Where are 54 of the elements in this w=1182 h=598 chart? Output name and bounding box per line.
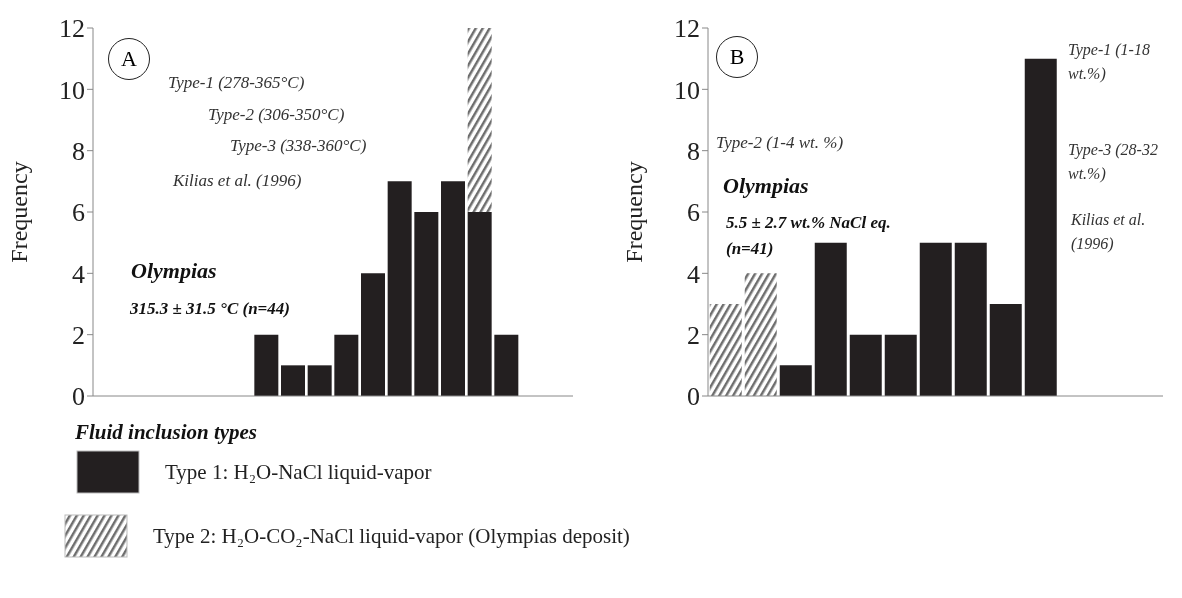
bar [361, 273, 385, 396]
y-tick-label: 4 [72, 259, 85, 289]
annotation: A [108, 38, 150, 80]
legend-label: Type 1: H₂O-NaCl liquid-vapor [165, 459, 432, 485]
y-tick-label: 6 [687, 198, 700, 228]
annotation: Kilias et al. (1996) [173, 170, 303, 192]
y-tick-label: 10 [59, 75, 85, 105]
annotation: Olympias [723, 173, 810, 199]
bar [1024, 58, 1057, 396]
bar [954, 242, 987, 396]
y-tick-label: 6 [72, 198, 85, 228]
bar [467, 212, 492, 396]
annotation: Type-3 (28-32 wt.%) [1068, 140, 1159, 184]
y-tick-label: 10 [674, 75, 700, 105]
bar [334, 334, 359, 396]
y-tick-label: 0 [72, 382, 85, 412]
bar [281, 365, 305, 396]
bar [387, 181, 412, 396]
bar [814, 242, 847, 396]
y-tick-label: 4 [687, 259, 700, 289]
annotation: Type-1 (1-18 wt.%) [1068, 40, 1151, 84]
y-tick-label: 0 [687, 382, 700, 412]
bar [414, 212, 439, 396]
bar [849, 334, 882, 396]
bar [709, 304, 742, 396]
legend-title: Fluid inclusion types [75, 420, 259, 445]
bar [919, 242, 952, 396]
y-axis-title: Frequency [5, 161, 32, 263]
annotation: 5.5 ± 2.7 wt.% NaCl eq. (n=41) [726, 212, 892, 260]
bar [467, 28, 492, 212]
bar [779, 365, 812, 396]
bar [307, 365, 332, 396]
y-tick-label: 8 [72, 136, 85, 166]
y-tick-label: 2 [687, 320, 700, 350]
annotation: B [716, 36, 758, 78]
bar [254, 334, 279, 396]
annotation: Kilias et al. (1996) [1071, 210, 1147, 255]
annotation: Type-3 (338-360°C) [230, 135, 368, 157]
bar [989, 304, 1022, 396]
y-tick-label: 12 [59, 14, 85, 44]
annotation: 315.3 ± 31.5 °C (n=44) [130, 298, 291, 320]
annotation: Olympias [131, 258, 218, 284]
annotation: Type-2 (306-350°C) [208, 104, 346, 126]
annotation: Type-1 (278-365°C) [168, 72, 306, 94]
y-tick-label: 8 [687, 136, 700, 166]
annotation: Type-2 (1-4 wt. %) [716, 132, 845, 154]
bar [494, 334, 519, 396]
y-tick-label: 12 [674, 14, 700, 44]
y-axis-title: Frequency [620, 161, 647, 263]
bar [884, 334, 917, 396]
y-tick-label: 2 [72, 320, 85, 350]
legend-label: Type 2: H₂O-CO₂-NaCl liquid-vapor (Olympias deposit) [153, 523, 630, 549]
bar [441, 181, 465, 396]
bar [744, 273, 777, 396]
